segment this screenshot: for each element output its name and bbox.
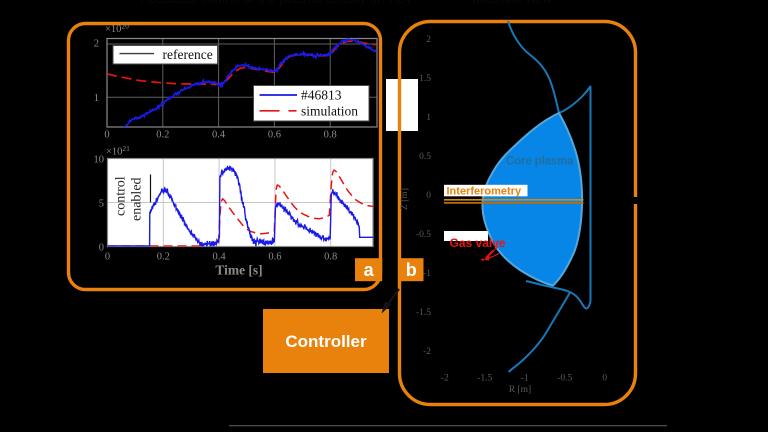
svg-text:2: 2 [94,39,99,50]
svg-text:0: 0 [104,130,109,141]
svg-text:5: 5 [99,199,104,210]
svg-text:reference: reference [163,47,213,62]
svg-text:Time [s]: Time [s] [215,263,262,278]
svg-text:1: 1 [426,113,431,123]
svg-text:Tokamak view: Tokamak view [470,0,552,6]
svg-text:a: a [364,260,375,280]
svg-text:0.6: 0.6 [268,130,281,141]
svg-text:0: 0 [602,374,607,384]
svg-text:0.5: 0.5 [419,152,431,162]
svg-text:Core plasma: Core plasma [506,155,574,168]
svg-text:2: 2 [426,35,431,45]
svg-text:R [m]: R [m] [509,385,531,395]
svg-text:-2: -2 [441,374,449,384]
svg-text:0.6: 0.6 [268,252,281,263]
svg-text:control: control [114,176,129,216]
svg-text:Controller: Controller [285,332,367,351]
svg-text:Interferometry: Interferometry [447,185,522,197]
svg-text:10: 10 [94,155,105,166]
svg-text:0.8: 0.8 [324,130,337,141]
svg-text:0.4: 0.4 [212,130,226,141]
svg-text:1: 1 [94,93,99,104]
svg-text:1.5: 1.5 [419,74,431,84]
svg-text:-1.5: -1.5 [477,374,492,384]
svg-text:-1.5: -1.5 [416,308,431,318]
svg-text:-1: -1 [423,269,431,279]
svg-text:0: 0 [426,191,431,201]
svg-text:b: b [406,260,417,280]
svg-text:0.2: 0.2 [157,252,170,263]
svg-text:Z [m]: Z [m] [400,188,410,210]
svg-text:Gas valve: Gas valve [450,236,506,250]
svg-text:0.4: 0.4 [213,252,227,263]
svg-text:-0.5: -0.5 [416,230,431,240]
svg-text:simulation: simulation [301,104,358,119]
svg-text:0.2: 0.2 [156,130,169,141]
svg-text:#46813: #46813 [301,88,342,103]
svg-text:-1: -1 [521,374,529,384]
svg-text:0: 0 [99,243,104,254]
svg-text:enabled: enabled [130,177,145,221]
svg-text:0.8: 0.8 [324,252,337,263]
svg-text:-0.5: -0.5 [557,374,572,384]
svg-text:0: 0 [105,252,110,263]
svg-text:-2: -2 [423,347,431,357]
svg-text:Feedback control of the plasma: Feedback control of the plasma density o… [140,0,414,6]
